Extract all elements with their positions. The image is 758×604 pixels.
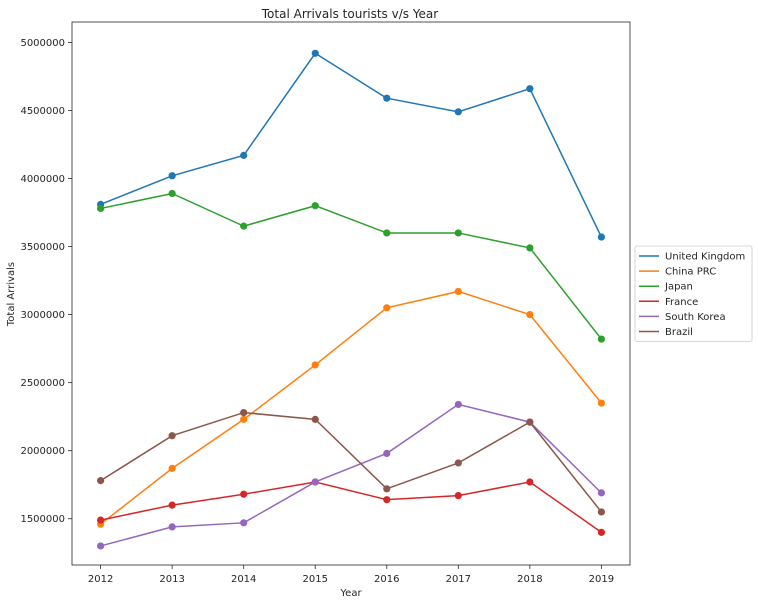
data-point [454, 459, 462, 467]
data-point [168, 172, 176, 180]
data-point [383, 229, 391, 237]
legend-item: France [639, 297, 698, 308]
series-japan [97, 189, 605, 343]
x-tick-label: 2018 [517, 574, 542, 585]
y-tick-label: 3500000 [20, 242, 65, 253]
data-point [454, 491, 462, 500]
data-point [454, 400, 462, 409]
data-point [526, 244, 534, 252]
data-point [311, 415, 319, 423]
series-line-japan [100, 192, 602, 340]
legend-label: Brazil [665, 327, 693, 338]
y-tick-label: 4000000 [20, 174, 65, 185]
chart-title: Total Arrivals tourists v/s Year [261, 7, 439, 21]
data-point [597, 335, 605, 343]
series-line-china-prc [100, 290, 602, 525]
series-line-france [100, 481, 602, 533]
data-point [168, 189, 176, 198]
legend-label: France [665, 297, 698, 308]
x-tick-label: 2012 [88, 574, 113, 585]
series-line-south-korea [100, 403, 602, 547]
series-line-brazil [100, 411, 602, 513]
y-axis-label: Total Arrivals [6, 262, 17, 327]
y-tick-label: 5000000 [20, 38, 65, 49]
legend-item: Japan [639, 282, 693, 293]
data-point [311, 478, 319, 486]
data-point [97, 542, 105, 550]
data-point [240, 151, 248, 159]
data-point [526, 418, 534, 426]
data-point [97, 516, 105, 524]
legend-label: South Korea [665, 312, 726, 323]
data-point [383, 496, 391, 504]
x-axis-label: Year [339, 588, 362, 599]
series-france [97, 478, 605, 536]
series-layer [97, 49, 605, 550]
legend-item: United Kingdom [639, 252, 745, 263]
data-point [526, 478, 534, 486]
data-point [240, 408, 248, 417]
series-line-united-kingdom [100, 52, 603, 238]
legend: United Kingdom China PRC Japan France South … [634, 245, 753, 342]
x-tick-label: 2014 [231, 574, 256, 585]
series-china-prc [97, 287, 605, 528]
data-point [311, 202, 319, 210]
y-tick-label: 3000000 [20, 310, 65, 321]
data-point [454, 108, 462, 116]
y-tick-label: 4500000 [20, 106, 65, 117]
data-point [454, 287, 462, 296]
x-tick-label: 2013 [159, 574, 184, 585]
data-point [97, 204, 105, 213]
y-tick-label: 2000000 [20, 446, 65, 457]
data-point [597, 399, 605, 407]
data-point [311, 361, 319, 369]
data-point [383, 304, 391, 312]
data-point [168, 523, 176, 531]
legend-label: China PRC [665, 267, 716, 278]
data-point [240, 490, 248, 498]
data-point [383, 449, 391, 458]
legend-label: United Kingdom [665, 252, 745, 263]
data-point [597, 528, 605, 536]
data-point [526, 310, 534, 319]
data-point [454, 229, 462, 237]
legend-label: Japan [664, 282, 693, 293]
y-tick-label: 2500000 [20, 378, 65, 389]
x-axis: 2012 2013 2014 2015 2016 2017 2018 2019 [88, 565, 614, 585]
data-point [597, 508, 605, 516]
legend-frame [634, 245, 753, 342]
legend-item: South Korea [639, 312, 726, 323]
data-point [240, 222, 248, 230]
data-point [597, 233, 605, 241]
data-point [383, 94, 391, 102]
series-united-kingdom [97, 49, 605, 241]
data-point [168, 432, 176, 440]
y-axis: 1500000 2000000 2500000 3000000 3500000 40000… [20, 38, 72, 525]
data-point [168, 501, 176, 509]
series-brazil [97, 408, 605, 516]
x-tick-label: 2016 [374, 574, 399, 585]
data-point [240, 415, 248, 423]
legend-item: Brazil [639, 327, 693, 338]
data-point [383, 485, 391, 493]
data-point [311, 49, 319, 57]
y-tick-label: 1500000 [20, 514, 65, 525]
data-point [168, 464, 176, 472]
data-point [526, 85, 534, 93]
data-point [240, 519, 248, 527]
x-tick-label: 2019 [589, 574, 614, 585]
data-point [597, 489, 605, 497]
x-tick-label: 2015 [303, 574, 328, 585]
legend-item: China PRC [639, 267, 716, 278]
plot-area [71, 21, 631, 566]
x-tick-label: 2017 [446, 574, 471, 585]
data-point [97, 477, 105, 485]
